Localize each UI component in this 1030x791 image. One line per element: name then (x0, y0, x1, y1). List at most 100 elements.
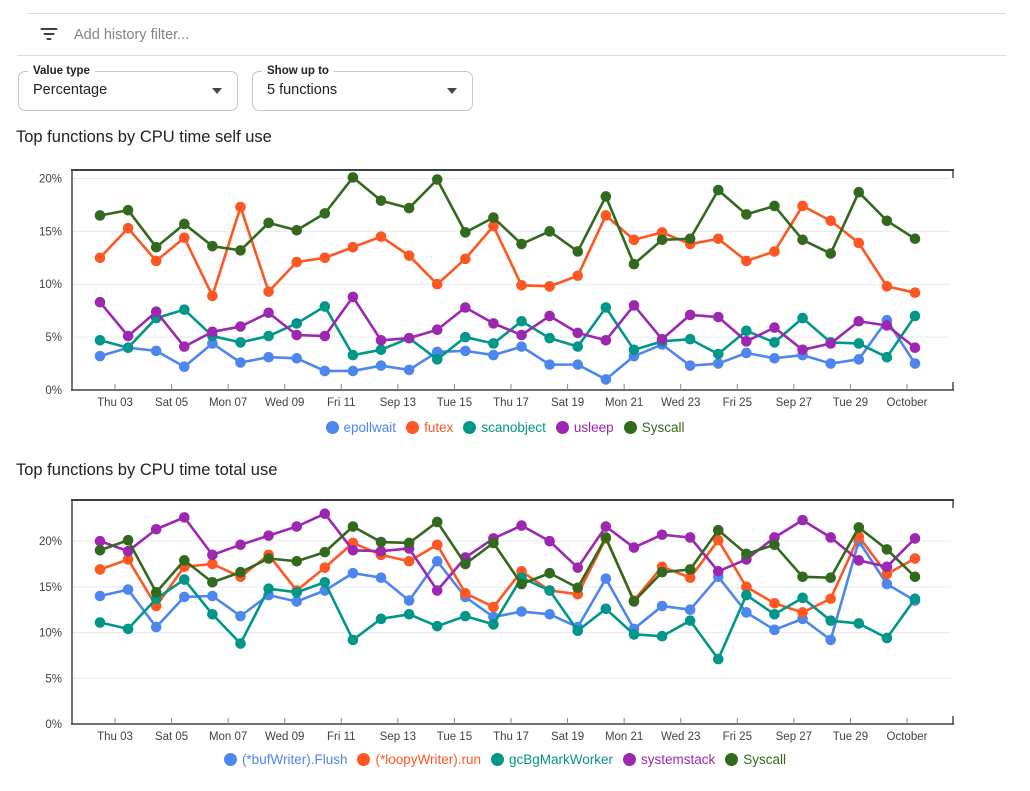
data-point[interactable] (516, 315, 527, 327)
data-point[interactable] (150, 523, 162, 535)
data-point[interactable] (544, 359, 555, 370)
data-point[interactable] (769, 352, 780, 364)
data-point[interactable] (122, 204, 134, 216)
data-point[interactable] (460, 558, 471, 570)
data-point[interactable] (179, 304, 190, 315)
data-point[interactable] (207, 326, 218, 338)
data-point[interactable] (516, 606, 527, 617)
data-point[interactable] (909, 310, 921, 322)
data-point[interactable] (544, 332, 555, 344)
data-point[interactable] (712, 524, 724, 536)
data-point[interactable] (797, 312, 808, 324)
data-point[interactable] (741, 581, 752, 593)
data-point[interactable] (656, 630, 668, 642)
data-point[interactable] (488, 619, 499, 630)
data-point[interactable] (375, 613, 387, 625)
data-point[interactable] (431, 516, 443, 528)
data-point[interactable] (853, 338, 865, 349)
data-point[interactable] (825, 215, 836, 227)
data-point[interactable] (825, 532, 836, 543)
data-point[interactable] (179, 341, 190, 352)
data-point[interactable] (600, 334, 612, 346)
data-point[interactable] (825, 572, 836, 584)
data-point[interactable] (516, 279, 527, 291)
data-point[interactable] (853, 354, 865, 365)
data-point[interactable] (150, 345, 162, 357)
data-point[interactable] (741, 347, 752, 359)
data-point[interactable] (235, 321, 246, 332)
data-point[interactable] (656, 566, 668, 578)
data-point[interactable] (600, 573, 612, 584)
data-point[interactable] (797, 571, 808, 583)
data-point[interactable] (572, 341, 584, 352)
data-point[interactable] (122, 545, 134, 557)
data-point[interactable] (488, 338, 499, 349)
data-point[interactable] (881, 544, 893, 555)
data-point[interactable] (431, 555, 443, 567)
data-point[interactable] (431, 620, 443, 632)
data-point[interactable] (291, 352, 303, 364)
data-point[interactable] (544, 585, 555, 596)
data-point[interactable] (628, 542, 640, 553)
data-point[interactable] (94, 350, 106, 362)
data-point[interactable] (94, 617, 106, 628)
data-point[interactable] (656, 529, 668, 541)
data-point[interactable] (684, 604, 696, 616)
data-point[interactable] (572, 327, 584, 339)
data-point[interactable] (347, 365, 359, 377)
data-point[interactable] (853, 555, 865, 566)
data-point[interactable] (600, 521, 612, 532)
data-point[interactable] (600, 603, 612, 615)
legend-item[interactable]: Syscall (725, 752, 786, 767)
legend-item[interactable]: (*loopyWriter).run (357, 752, 481, 767)
data-point[interactable] (150, 306, 162, 318)
data-point[interactable] (403, 555, 415, 567)
data-point[interactable] (375, 344, 387, 356)
data-point[interactable] (769, 322, 780, 333)
data-point[interactable] (347, 544, 359, 556)
data-point[interactable] (909, 571, 921, 583)
data-point[interactable] (150, 587, 162, 598)
data-point[interactable] (403, 250, 415, 261)
data-point[interactable] (712, 566, 724, 577)
data-point[interactable] (544, 310, 555, 322)
data-point[interactable] (207, 240, 218, 252)
data-point[interactable] (263, 530, 274, 541)
data-point[interactable] (122, 330, 134, 342)
data-point[interactable] (235, 337, 246, 348)
data-point[interactable] (712, 184, 724, 196)
data-point[interactable] (600, 191, 612, 202)
data-point[interactable] (572, 582, 584, 594)
data-point[interactable] (741, 209, 752, 220)
data-point[interactable] (207, 549, 218, 561)
data-point[interactable] (235, 638, 246, 649)
data-point[interactable] (741, 548, 752, 560)
data-point[interactable] (516, 341, 527, 352)
data-point[interactable] (94, 535, 106, 547)
data-point[interactable] (881, 561, 893, 573)
data-point[interactable] (347, 172, 359, 183)
data-point[interactable] (263, 307, 274, 319)
data-point[interactable] (684, 333, 696, 345)
data-point[interactable] (741, 336, 752, 347)
data-point[interactable] (544, 535, 555, 547)
data-point[interactable] (94, 334, 106, 346)
data-point[interactable] (291, 318, 303, 329)
data-point[interactable] (628, 234, 640, 246)
history-filter-input[interactable] (74, 27, 494, 43)
data-point[interactable] (684, 532, 696, 543)
data-point[interactable] (319, 576, 331, 588)
data-point[interactable] (291, 329, 303, 341)
data-point[interactable] (460, 331, 471, 343)
data-point[interactable] (319, 508, 331, 520)
legend-item[interactable]: epollwait (325, 420, 396, 435)
data-point[interactable] (347, 567, 359, 579)
data-point[interactable] (656, 227, 668, 238)
data-point[interactable] (712, 534, 724, 546)
data-point[interactable] (375, 545, 387, 557)
data-point[interactable] (825, 248, 836, 259)
data-point[interactable] (825, 338, 836, 349)
data-point[interactable] (319, 330, 331, 342)
data-point[interactable] (291, 587, 303, 598)
data-point[interactable] (179, 218, 190, 230)
